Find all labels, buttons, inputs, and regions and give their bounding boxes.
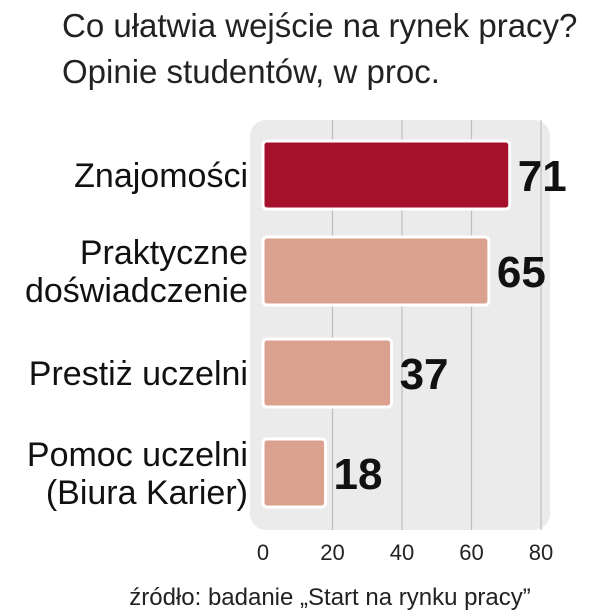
tick-label-0: 0 [257,540,269,565]
tick-label-80: 80 [529,540,553,565]
tick-label-40: 40 [390,540,414,565]
category-label-1: Znajomości [74,157,248,195]
category-label-2-line-2: doświadczenie [25,272,248,310]
category-label-3: Prestiż uczelni [29,355,248,393]
category-label-4-line-1: Pomoc uczelni [27,436,248,474]
chart-subtitle: Opinie studentów, w proc. [62,53,440,90]
value-label-2: 65 [497,248,546,297]
value-label-3: 37 [400,350,449,399]
source-note: źródło: badanie „Start na rynku pracy” [129,584,531,611]
category-label-4-line-2: (Biura Karier) [46,474,248,512]
tick-label-20: 20 [320,540,344,565]
value-label-4: 18 [334,450,383,499]
category-label-2-line-1: Praktyczne [80,234,248,272]
chart-title: Co ułatwia wejście na rynek pracy? [62,7,577,44]
x-axis-ticks: 0 20 40 60 80 [257,540,553,565]
bar-3 [261,337,394,409]
bar-4 [261,437,328,509]
bar-2 [261,235,491,307]
plot-background [250,120,550,530]
tick-label-60: 60 [459,540,483,565]
bar-1 [261,139,512,211]
value-label-1: 71 [518,152,567,201]
